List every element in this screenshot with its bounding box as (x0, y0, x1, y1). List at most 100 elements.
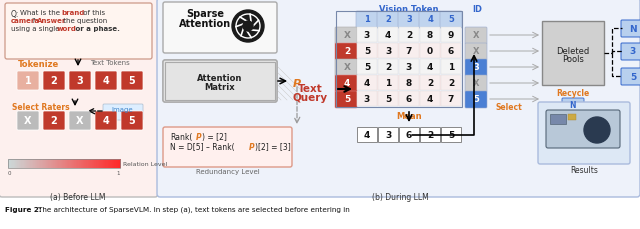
Bar (33, 159, 35, 168)
Bar (90, 159, 92, 168)
Bar (38, 159, 40, 168)
Text: 3: 3 (77, 76, 83, 86)
Text: (a) Before LLM: (a) Before LLM (51, 192, 106, 201)
Bar (357, 92, 461, 106)
Bar (76, 159, 77, 168)
Bar (92, 159, 93, 168)
Bar (94, 159, 96, 168)
Text: 4: 4 (344, 79, 350, 88)
FancyBboxPatch shape (43, 72, 65, 91)
Text: X: X (344, 31, 351, 40)
FancyBboxPatch shape (121, 112, 143, 131)
Bar (357, 44, 377, 59)
FancyBboxPatch shape (163, 128, 292, 167)
Bar (62, 159, 63, 168)
Bar (20, 159, 22, 168)
Bar (65, 159, 67, 168)
Text: Deleted: Deleted (556, 46, 589, 55)
Text: 2: 2 (427, 79, 433, 88)
FancyBboxPatch shape (163, 61, 277, 103)
Bar (51, 159, 52, 168)
Text: )[2] = [3]: )[2] = [3] (255, 142, 291, 151)
Bar (22, 159, 23, 168)
Text: X: X (473, 79, 479, 88)
Text: 2: 2 (448, 79, 454, 88)
Bar (399, 76, 419, 91)
Text: ) = [2]: ) = [2] (202, 132, 227, 141)
FancyBboxPatch shape (465, 92, 487, 109)
Bar (24, 159, 26, 168)
FancyBboxPatch shape (17, 112, 39, 131)
Bar (73, 159, 75, 168)
FancyBboxPatch shape (398, 12, 420, 29)
Text: P: P (293, 79, 301, 89)
Bar (43, 159, 44, 168)
Bar (378, 60, 398, 75)
Bar (13, 159, 14, 168)
FancyBboxPatch shape (5, 4, 152, 60)
FancyBboxPatch shape (465, 44, 487, 61)
Text: P: P (249, 142, 255, 151)
FancyBboxPatch shape (335, 60, 357, 77)
Bar (27, 159, 29, 168)
FancyBboxPatch shape (103, 105, 143, 120)
Bar (106, 159, 108, 168)
Text: 4: 4 (427, 63, 433, 72)
FancyBboxPatch shape (43, 112, 65, 131)
Text: 1: 1 (385, 79, 391, 88)
Bar (13, 159, 15, 168)
FancyBboxPatch shape (465, 76, 487, 93)
Bar (67, 159, 69, 168)
Text: 2: 2 (385, 15, 391, 25)
Bar (119, 159, 120, 168)
FancyBboxPatch shape (356, 12, 378, 29)
FancyBboxPatch shape (621, 69, 640, 86)
Text: 6: 6 (406, 130, 412, 139)
Text: Select Raters: Select Raters (12, 103, 70, 112)
Circle shape (588, 121, 606, 139)
Bar (60, 159, 61, 168)
Bar (420, 60, 440, 75)
Text: using a single: using a single (11, 26, 61, 32)
Bar (112, 159, 114, 168)
Bar (550, 114, 566, 124)
Text: Image: Image (111, 106, 133, 112)
Bar (378, 44, 398, 59)
Bar (54, 159, 56, 168)
Bar (378, 92, 398, 106)
Bar (100, 159, 102, 168)
FancyBboxPatch shape (95, 112, 117, 131)
Bar (58, 159, 60, 168)
Bar (399, 44, 419, 59)
Text: 0: 0 (427, 47, 433, 56)
Bar (9, 159, 11, 168)
FancyBboxPatch shape (377, 12, 399, 29)
Bar (85, 159, 87, 168)
FancyBboxPatch shape (440, 12, 462, 29)
Bar (37, 159, 39, 168)
Bar (70, 159, 71, 168)
Bar (378, 128, 398, 142)
Bar (67, 159, 68, 168)
Text: 2: 2 (51, 76, 58, 86)
Text: or a phase.: or a phase. (73, 26, 120, 32)
Text: 5: 5 (344, 95, 350, 104)
Text: Tokenize: Tokenize (18, 60, 60, 69)
Bar (441, 92, 461, 106)
Text: 2: 2 (385, 63, 391, 72)
Text: Results: Results (570, 165, 598, 174)
Bar (113, 159, 115, 168)
Text: 4: 4 (427, 95, 433, 104)
Bar (26, 159, 28, 168)
Bar (399, 128, 419, 142)
Bar (399, 92, 419, 106)
Text: Recycle: Recycle (556, 89, 589, 98)
Text: Sparse: Sparse (186, 9, 224, 19)
Bar (49, 159, 50, 168)
Bar (357, 76, 377, 91)
Text: 8: 8 (427, 31, 433, 40)
Text: X: X (24, 115, 32, 125)
Bar (61, 159, 62, 168)
FancyBboxPatch shape (621, 21, 640, 38)
Text: brand: brand (61, 10, 84, 16)
